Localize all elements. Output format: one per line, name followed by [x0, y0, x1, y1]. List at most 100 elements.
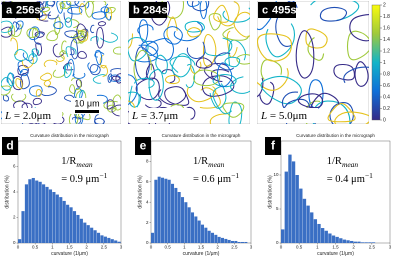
- y-axis-label: distribution (%): [267, 175, 273, 209]
- histogram-chart: Curvature distribution in the micrograph…: [2, 133, 123, 257]
- annotation: = 0.6 μm−1: [193, 171, 239, 186]
- filament: [173, 21, 203, 42]
- panel-label-bg: [129, 2, 167, 18]
- histogram-bar: [187, 207, 191, 243]
- filament: [295, 30, 315, 79]
- histogram-bar: [310, 212, 314, 243]
- filament: [166, 16, 178, 40]
- filament: [186, 27, 202, 38]
- histogram-bar: [38, 181, 42, 243]
- histogram-bar: [371, 242, 376, 243]
- filament: [100, 65, 108, 78]
- y-tick-label: 4: [13, 189, 16, 194]
- filament: [209, 113, 227, 124]
- panel-label: d: [6, 139, 13, 153]
- filament: [259, 81, 275, 105]
- filament: [334, 111, 369, 124]
- filament: [28, 53, 38, 65]
- panel-label-bg: [265, 137, 281, 155]
- histogram-bar: [55, 194, 59, 243]
- x-tick-label: 1: [51, 245, 54, 250]
- y-tick-label: 2: [13, 215, 16, 220]
- filament: [1, 85, 11, 96]
- filament: [151, 1, 171, 26]
- filament: [354, 61, 369, 87]
- panel-label-bg: [258, 2, 296, 18]
- filament: [76, 79, 83, 88]
- time-label: 495s: [272, 4, 296, 16]
- filament: [186, 41, 206, 59]
- histogram-bar: [59, 197, 63, 243]
- annotation-sub: mean: [342, 160, 358, 169]
- length-label: L = 2.0μm: [4, 110, 51, 122]
- filament: [211, 69, 230, 82]
- filament: [91, 1, 107, 6]
- filament: [1, 20, 14, 33]
- histogram-bar: [90, 227, 94, 243]
- filament: [184, 20, 206, 33]
- filament: [64, 30, 79, 39]
- filament: [59, 50, 68, 60]
- histogram-bar: [107, 237, 111, 243]
- filament: [12, 75, 24, 91]
- filament: [111, 75, 121, 81]
- filament: [222, 7, 250, 23]
- histogram-bar: [284, 171, 288, 243]
- histogram-bar: [204, 227, 208, 243]
- filament: [319, 6, 348, 22]
- x-tick-label: 0: [150, 245, 153, 250]
- histogram-bar: [320, 228, 325, 243]
- histogram-bar: [335, 236, 339, 243]
- histogram-bar: [184, 202, 188, 243]
- annotation-sup: −1: [231, 171, 239, 180]
- filament: [63, 65, 72, 79]
- chart-title: Curvature distribution in the micrograph: [30, 133, 109, 138]
- histogram-bar: [167, 179, 171, 243]
- y-tick-label: 0: [276, 240, 279, 245]
- colorbar-tick-label: 1: [383, 60, 386, 66]
- filament: [257, 33, 293, 62]
- x-tick-label: 0.5: [165, 245, 172, 250]
- histogram-bar: [357, 241, 361, 243]
- filament: [108, 74, 121, 82]
- histogram-bar: [96, 232, 101, 243]
- scale-bar-label: 10 μm: [74, 98, 99, 108]
- filament: [69, 48, 75, 56]
- filament: [66, 58, 75, 77]
- filament: [148, 68, 164, 101]
- filament: [134, 77, 155, 89]
- histogram-bar: [350, 240, 354, 243]
- histogram-bar: [360, 242, 365, 243]
- filament: [75, 30, 88, 39]
- filament: [199, 1, 208, 20]
- x-tick-label: 1.5: [332, 245, 339, 250]
- filament: [40, 6, 51, 13]
- histogram-bar: [221, 237, 225, 243]
- y-tick-label: 5: [276, 206, 279, 211]
- histogram-bar: [313, 219, 318, 243]
- histogram-bar: [45, 186, 49, 243]
- x-tick-label: 3: [389, 245, 392, 250]
- panel-label-bg: [2, 2, 40, 18]
- micrograph: [128, 1, 250, 124]
- histogram-bar: [339, 238, 343, 243]
- x-axis-label: curvature (1/μm): [51, 251, 88, 257]
- filament: [236, 54, 250, 65]
- filament: [191, 1, 210, 12]
- annotation: 1/Rmean: [193, 156, 225, 168]
- x-axis-label: curvature (1/μm): [183, 251, 220, 257]
- colorbar-tick-label: 0.6: [383, 83, 390, 89]
- histogram-bar: [42, 184, 46, 243]
- length-label-bg: [129, 108, 189, 123]
- length-symbol: L: [131, 110, 138, 122]
- histogram-bar: [62, 200, 66, 243]
- filament: [222, 27, 249, 41]
- length-label: L = 5.0μm: [260, 110, 307, 122]
- filament: [84, 1, 94, 18]
- histogram-bar: [177, 192, 181, 243]
- filament: [34, 31, 45, 38]
- histogram-bar: [171, 183, 175, 243]
- annotation: = 0.4 μm−1: [327, 171, 373, 186]
- histogram-bar: [93, 230, 97, 243]
- filament: [305, 28, 328, 49]
